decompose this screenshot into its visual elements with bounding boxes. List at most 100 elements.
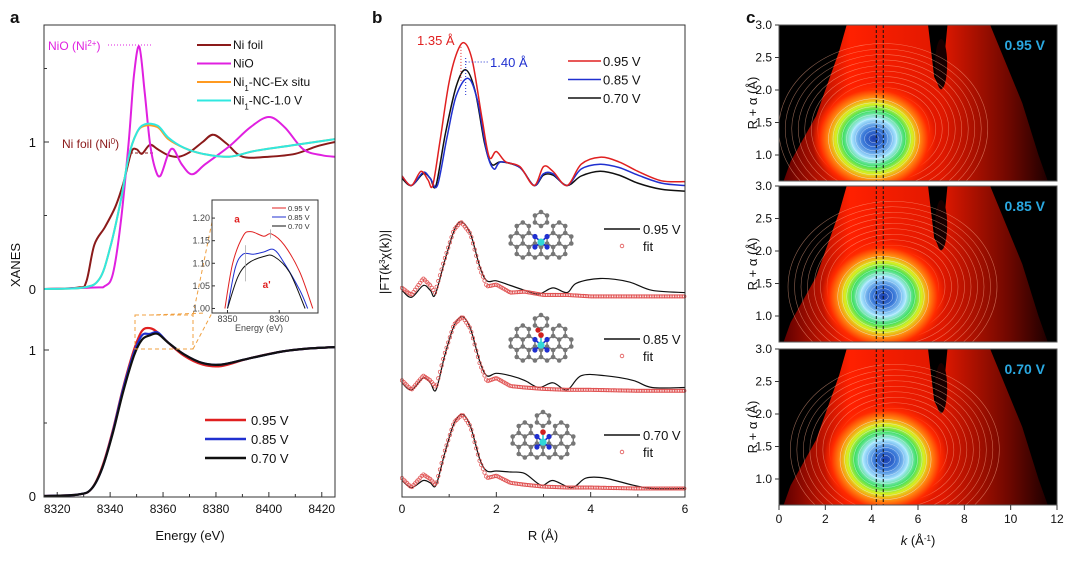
fit-point	[408, 292, 413, 297]
contour-line	[848, 427, 923, 492]
carbon-atom	[562, 244, 568, 250]
fit-point	[451, 230, 456, 235]
nitrogen-atom	[532, 336, 538, 343]
legend-label-fit: fit	[643, 349, 654, 364]
fit-point	[475, 354, 480, 359]
carbon-atom	[520, 255, 526, 260]
carbon-atom	[514, 223, 520, 229]
zoom-guide-line	[192, 221, 213, 316]
y-tick-label: 2.5	[755, 375, 772, 389]
carbon-atom	[558, 434, 564, 439]
y-axis-label-part: |FT(k	[377, 264, 392, 295]
data-line	[402, 221, 685, 298]
ni-foil-annotation-part: Ni foil (Ni	[62, 137, 111, 151]
fit-point	[447, 240, 452, 245]
carbon-atom	[569, 337, 574, 342]
x-tick-label: 0	[776, 512, 783, 526]
fit-point	[451, 324, 456, 330]
carbon-atom	[534, 441, 540, 446]
carbon-atom	[532, 344, 538, 349]
carbon-atom	[546, 413, 552, 418]
wavelet-map-content	[779, 349, 1057, 505]
inset-y-tick-label: 1.05	[192, 281, 210, 291]
y-axis-label-part: χ(k))|	[377, 230, 392, 260]
carbon-atom	[526, 223, 532, 229]
carbon-atom	[556, 358, 562, 363]
fit-point	[437, 369, 443, 374]
carbon-atom	[571, 434, 576, 439]
fit-point	[682, 388, 687, 393]
y-tick-label: 2.5	[755, 212, 772, 226]
legend-label-part: 1	[244, 84, 249, 93]
fit-point	[436, 473, 441, 479]
x-tick-label: 12	[1050, 512, 1064, 526]
x-tick-label: 8380	[203, 502, 230, 516]
carbon-atom	[532, 220, 538, 225]
y-tick-label: 1.0	[755, 309, 772, 323]
carbon-atom	[514, 326, 520, 332]
wavelet-map: 3.0 2.5 2.0 1.5 1.0 R + α (Å) 0.95 V	[745, 18, 1058, 182]
fit-point	[474, 348, 479, 353]
wavelet-map-content	[779, 25, 1057, 181]
y-tick-label: 1	[29, 135, 36, 150]
carbon-atom	[508, 241, 513, 246]
ni-foil-annotation-part: 0	[111, 137, 116, 146]
legend-label: Ni1-NC-Ex situ	[233, 75, 310, 93]
nitrogen-atom	[544, 347, 550, 353]
fit-point	[439, 267, 444, 272]
x-tick-label: 6	[682, 502, 689, 516]
wavelet-map-content	[779, 186, 1057, 342]
carbon-atom	[516, 451, 522, 457]
fit-point	[477, 360, 482, 366]
inset-x-axis-label: Energy (eV)	[235, 323, 283, 333]
nio-annotation: NiO (Ni2+)	[48, 39, 100, 54]
fit-point	[480, 274, 485, 279]
fit-markers	[399, 315, 687, 393]
carbon-atom	[526, 230, 532, 236]
inset-legend-label: 0.95 V	[288, 204, 310, 213]
carbon-atom	[556, 255, 562, 260]
legend-label: 0.95 V	[251, 413, 289, 428]
nitrogen-atom	[546, 433, 552, 440]
carbon-atom	[544, 316, 550, 321]
contour-line	[790, 363, 1000, 505]
carbon-atom	[569, 344, 574, 349]
panel-a-frame	[43, 24, 336, 498]
fit-point	[459, 413, 464, 418]
y-axis-label: R + α (Å)	[745, 401, 760, 454]
voltage-label: 0.85 V	[1005, 198, 1046, 214]
contour-line	[832, 102, 916, 175]
carbon-atom	[544, 255, 550, 260]
y-tick-label: 3.0	[755, 18, 772, 32]
legend-fit-marker	[619, 243, 625, 249]
carbon-atom	[520, 241, 526, 246]
contour-line	[809, 380, 981, 505]
nitrogen-atom	[534, 444, 540, 450]
legend-label-part: Ni	[233, 94, 244, 108]
data-line	[402, 413, 685, 490]
carbon-atom	[556, 323, 562, 328]
carbon-atom	[562, 354, 568, 360]
carbon-atom	[514, 244, 520, 250]
carbon-atom	[520, 358, 526, 363]
carbon-atom	[544, 241, 550, 246]
contour-line	[816, 385, 974, 505]
carbon-atom	[520, 323, 526, 328]
carbon-atom	[544, 213, 550, 218]
carbon-atom	[516, 444, 522, 450]
carbon-atom	[562, 347, 568, 353]
legend-label: Ni foil	[233, 38, 263, 52]
fit-point	[472, 247, 477, 252]
x-axis-label-part: k	[901, 533, 909, 548]
carbon-atom	[550, 347, 556, 353]
nitrogen-atom	[546, 444, 552, 450]
structure-model-Ni-N4-O2	[508, 312, 574, 363]
carbon-atom	[546, 455, 552, 460]
series-line-v085	[402, 77, 685, 189]
structure-model-Ni-N4	[508, 209, 574, 260]
fit-point	[442, 256, 447, 261]
contour-line	[813, 222, 972, 342]
fit-point	[446, 245, 451, 250]
fit-point	[442, 448, 447, 453]
